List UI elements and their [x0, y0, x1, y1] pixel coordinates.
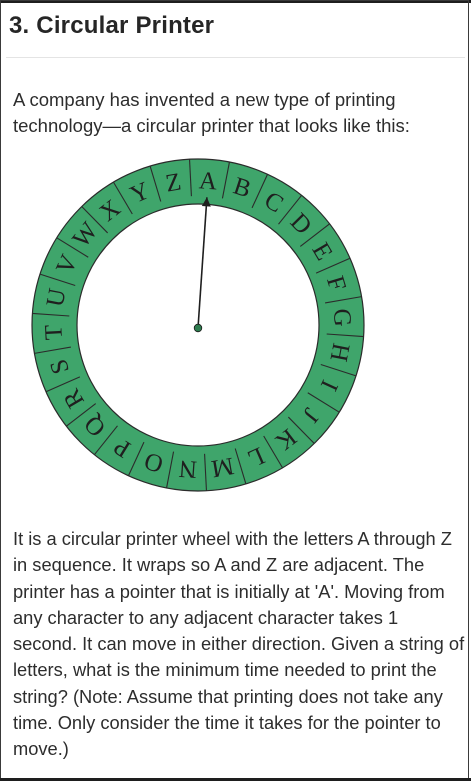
title-divider	[6, 57, 465, 58]
letter-divider	[320, 364, 357, 377]
letter-divider	[221, 161, 230, 199]
wheel-letter-m: M	[209, 452, 236, 482]
letter-divider	[325, 296, 362, 304]
letter-divider	[56, 237, 89, 258]
letter-divider	[188, 159, 192, 197]
letter-divider	[326, 333, 364, 338]
letter-divider	[263, 435, 284, 469]
letter-divider	[251, 174, 269, 209]
wheel-letter-a: A	[198, 167, 218, 195]
pointer-pivot	[193, 323, 203, 333]
letter-divider	[299, 223, 330, 247]
wheel-letter-n: N	[178, 455, 198, 483]
letter-divider	[34, 346, 71, 354]
letter-divider	[149, 165, 162, 202]
page-title: 3. Circular Printer	[9, 12, 215, 39]
letter-divider	[112, 181, 133, 215]
intro-paragraph: A company has invented a new type of pri…	[13, 89, 410, 136]
letter-divider	[81, 206, 109, 234]
wheel-letter-u: U	[42, 286, 72, 309]
letter-divider	[32, 312, 70, 317]
letter-divider	[278, 194, 303, 225]
letter-divider	[315, 257, 351, 274]
pointer-arrowhead-icon	[201, 197, 211, 207]
letter-divider	[166, 451, 175, 489]
letter-divider	[93, 425, 118, 456]
wheel-letter-t: T	[40, 324, 68, 341]
top-border	[0, 0, 471, 3]
letter-divider	[234, 448, 247, 485]
letter-divider	[66, 403, 97, 427]
problem-description: It is a circular printer wheel with the …	[13, 528, 465, 760]
wheel-letter-g: G	[328, 308, 356, 327]
letter-divider	[204, 453, 208, 491]
wheel-letter-h: H	[324, 341, 354, 364]
letter-divider	[39, 273, 76, 286]
wheel-letter-z: Z	[164, 169, 184, 198]
letter-divider	[287, 416, 315, 444]
letter-divider	[127, 441, 145, 476]
letter-divider	[45, 376, 81, 393]
bottom-border	[0, 778, 471, 781]
pointer-needle	[197, 197, 208, 329]
letter-divider	[307, 392, 340, 413]
